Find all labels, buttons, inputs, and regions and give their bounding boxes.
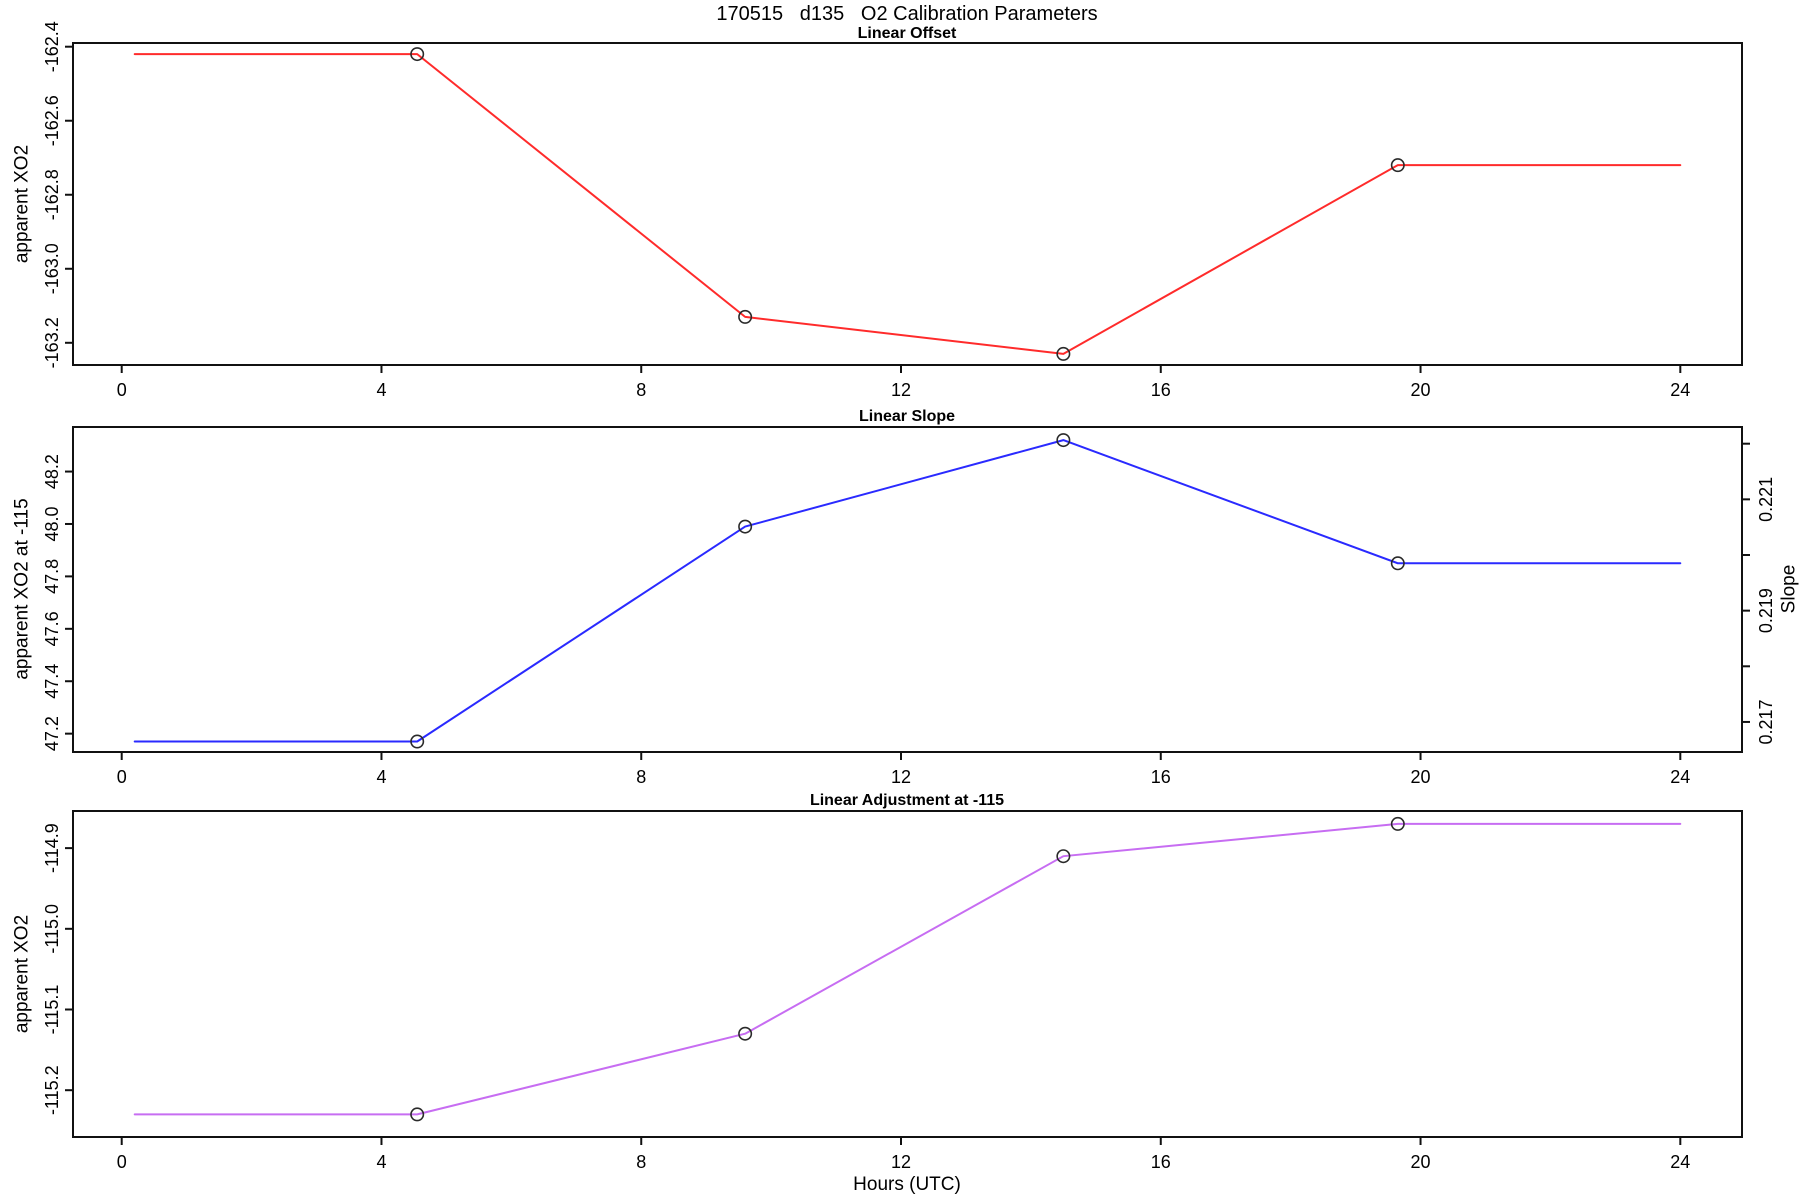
x-tick-label: 16 bbox=[1151, 1152, 1171, 1172]
data-point-marker bbox=[1056, 849, 1071, 864]
y-tick-label: -115.2 bbox=[42, 1065, 62, 1115]
data-point-marker bbox=[1056, 346, 1071, 361]
x-tick-label: 0 bbox=[117, 380, 127, 400]
y2-tick-label: 0.217 bbox=[1756, 699, 1776, 744]
data-point-marker bbox=[410, 734, 425, 749]
panel3-title: Linear Adjustment at -115 bbox=[810, 792, 1004, 809]
data-point-marker bbox=[738, 519, 753, 534]
y-tick-label: -162.6 bbox=[42, 95, 62, 146]
x-axis-title: Hours (UTC) bbox=[853, 1174, 961, 1195]
y-tick-label: -163.2 bbox=[42, 317, 62, 368]
y-tick-label: -114.9 bbox=[42, 823, 62, 873]
y2-tick-label: 0.221 bbox=[1756, 477, 1776, 522]
x-tick-label: 24 bbox=[1670, 380, 1690, 400]
x-tick-label: 24 bbox=[1670, 767, 1690, 787]
x-tick-label: 8 bbox=[636, 380, 646, 400]
y-tick-label: 48.0 bbox=[42, 506, 62, 541]
data-point-marker bbox=[410, 47, 425, 62]
x-tick-label: 4 bbox=[376, 767, 386, 787]
data-point-marker bbox=[1390, 556, 1405, 571]
panel2-y-axis-label: apparent XO2 at -115 bbox=[12, 498, 33, 679]
panel-box bbox=[72, 426, 1743, 753]
x-tick-label: 12 bbox=[891, 380, 911, 400]
panel3-y-axis-label: apparent XO2 bbox=[12, 915, 33, 1033]
x-tick-label: 20 bbox=[1411, 1152, 1431, 1172]
x-tick-label: 8 bbox=[636, 767, 646, 787]
data-point-marker bbox=[738, 309, 753, 324]
x-tick-label: 20 bbox=[1411, 767, 1431, 787]
data-point-marker bbox=[738, 1026, 753, 1041]
data-point-marker bbox=[1390, 816, 1405, 831]
x-tick-label: 8 bbox=[636, 1152, 646, 1172]
series-line bbox=[133, 822, 1682, 1116]
data-point-marker bbox=[410, 1107, 425, 1122]
y2-tick-label: 0.219 bbox=[1756, 588, 1776, 633]
x-tick-label: 20 bbox=[1411, 380, 1431, 400]
y-tick-label: -163.0 bbox=[42, 243, 62, 294]
generated-plot-layer: 0 4 8 12 16 20 24 -162.4 -162.6 -162.8 -163.0 -163.… bbox=[42, 21, 1776, 1172]
x-tick-label: 4 bbox=[376, 380, 386, 400]
series-line bbox=[133, 53, 1682, 355]
panel1-y-axis-label: apparent XO2 bbox=[12, 145, 33, 263]
data-point-marker bbox=[1390, 158, 1405, 173]
x-tick-label: 16 bbox=[1151, 380, 1171, 400]
y-tick-label: 48.2 bbox=[42, 454, 62, 489]
x-tick-label: 0 bbox=[117, 1152, 127, 1172]
x-tick-label: 0 bbox=[117, 767, 127, 787]
y-tick-label: 47.2 bbox=[42, 716, 62, 751]
y-tick-label: -115.1 bbox=[42, 985, 62, 1035]
x-tick-label: 12 bbox=[891, 1152, 911, 1172]
x-tick-label: 16 bbox=[1151, 767, 1171, 787]
y-tick-label: 47.6 bbox=[42, 611, 62, 646]
panel-box bbox=[72, 810, 1743, 1138]
main-title: 170515 d135 O2 Calibration Parameters bbox=[716, 3, 1097, 25]
panel2-title: Linear Slope bbox=[859, 408, 955, 425]
panel-box bbox=[72, 42, 1743, 366]
x-tick-label: 12 bbox=[891, 767, 911, 787]
series-line bbox=[133, 439, 1682, 743]
y-tick-label: -162.8 bbox=[42, 169, 62, 220]
x-tick-label: 4 bbox=[376, 1152, 386, 1172]
y-tick-label: -162.4 bbox=[42, 21, 62, 72]
panel1-title: Linear Offset bbox=[858, 25, 957, 42]
data-point-marker bbox=[1056, 433, 1071, 448]
y-tick-label: 47.4 bbox=[42, 664, 62, 699]
y-tick-label: 47.8 bbox=[42, 559, 62, 594]
panel2-right-axis-label: Slope bbox=[1779, 565, 1800, 614]
y-tick-label: -115.0 bbox=[42, 904, 62, 954]
x-tick-label: 24 bbox=[1670, 1152, 1690, 1172]
